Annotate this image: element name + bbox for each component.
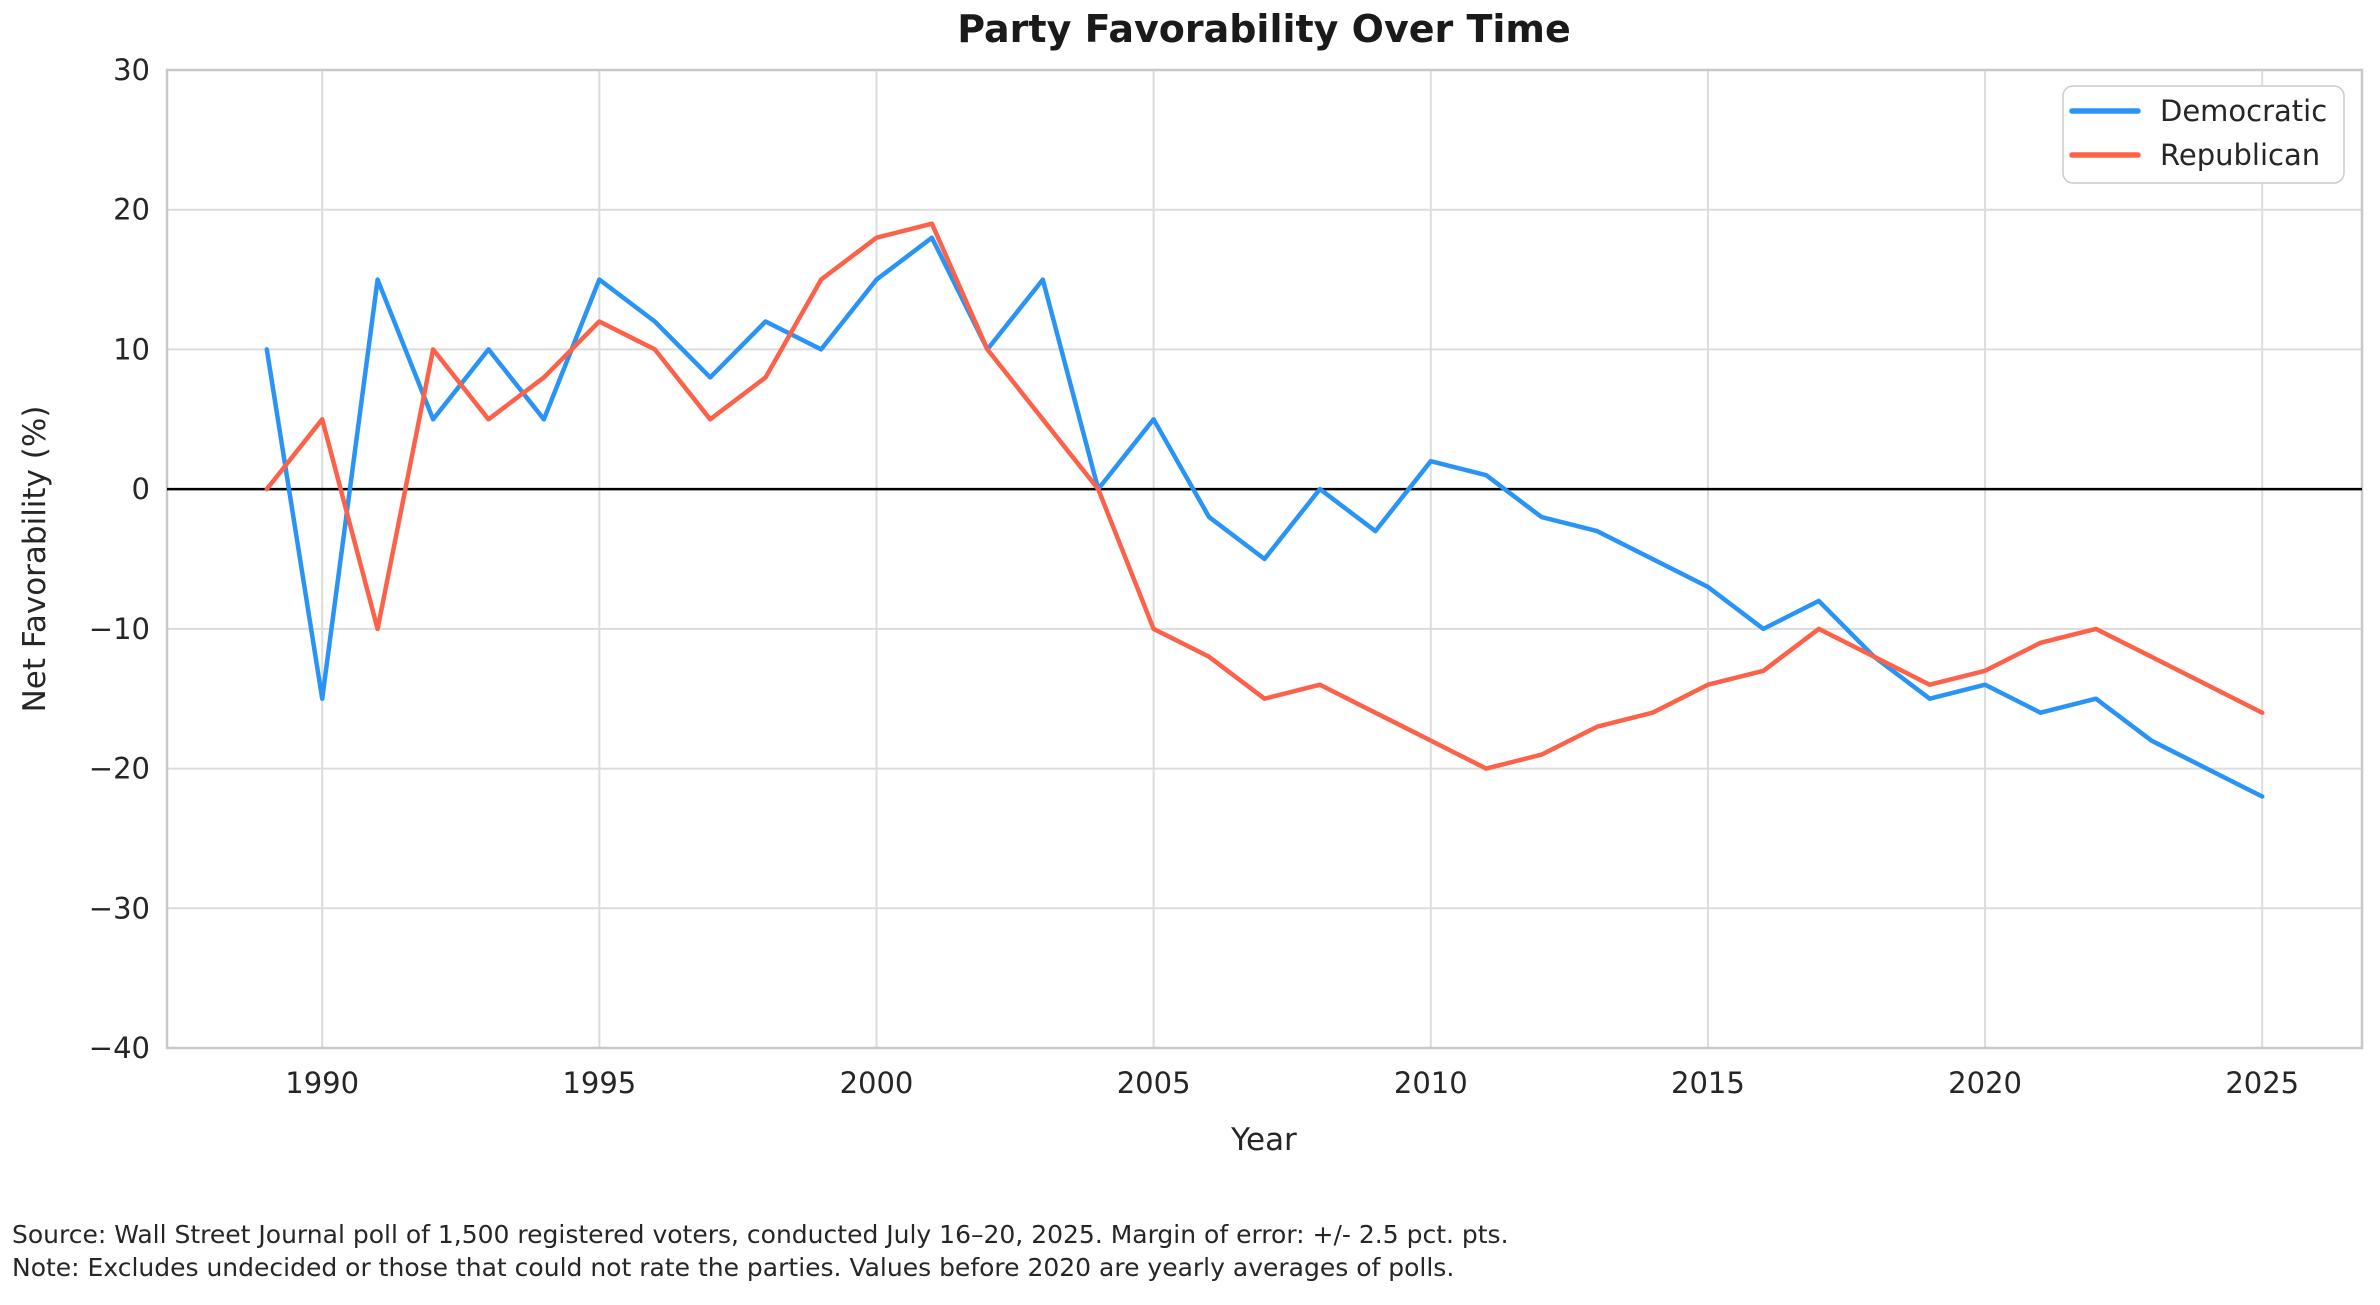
legend-label-republican: Republican [2160, 138, 2320, 172]
chart-title: Party Favorability Over Time [957, 7, 1571, 51]
y-tick-label-30: 30 [113, 53, 150, 87]
x-tick-label-2000: 2000 [840, 1066, 914, 1100]
y-tick-label--10: −10 [89, 612, 150, 646]
x-axis-label: Year [1230, 1122, 1297, 1158]
x-tick-label-2005: 2005 [1117, 1066, 1191, 1100]
x-tick-labels: 1990 1995 2000 2005 2010 2015 2020 2025 [285, 1066, 2299, 1100]
series-line-republican [264, 221, 2265, 771]
y-tick-label-0: 0 [132, 472, 150, 506]
footer-source-note: Source: Wall Street Journal poll of 1,50… [12, 1220, 1509, 1249]
y-tick-label--20: −20 [89, 752, 150, 786]
y-axis-label: Net Favorability (%) [17, 406, 53, 713]
y-tick-label--30: −30 [89, 891, 150, 925]
x-tick-label-2020: 2020 [1948, 1066, 2022, 1100]
x-tick-label-2010: 2010 [1394, 1066, 1468, 1100]
legend: Democratic Republican [2062, 85, 2345, 184]
y-tick-label-20: 20 [113, 193, 150, 227]
x-tick-label-2025: 2025 [2225, 1066, 2299, 1100]
series-line-democratic [264, 235, 2265, 799]
y-tick-labels: −40 −30 −20 −10 0 10 20 30 [89, 53, 150, 1065]
footer-methodology-note: Note: Excludes undecided or those that c… [12, 1253, 1454, 1282]
legend-label-democratic: Democratic [2160, 94, 2327, 128]
x-tick-label-2015: 2015 [1671, 1066, 1745, 1100]
plot-border [165, 68, 2364, 1050]
y-tick-label--40: −40 [89, 1031, 150, 1065]
series-layer [264, 221, 2265, 799]
y-tick-label-10: 10 [113, 332, 150, 366]
x-tick-label-1995: 1995 [562, 1066, 636, 1100]
x-tick-label-1990: 1990 [285, 1066, 359, 1100]
